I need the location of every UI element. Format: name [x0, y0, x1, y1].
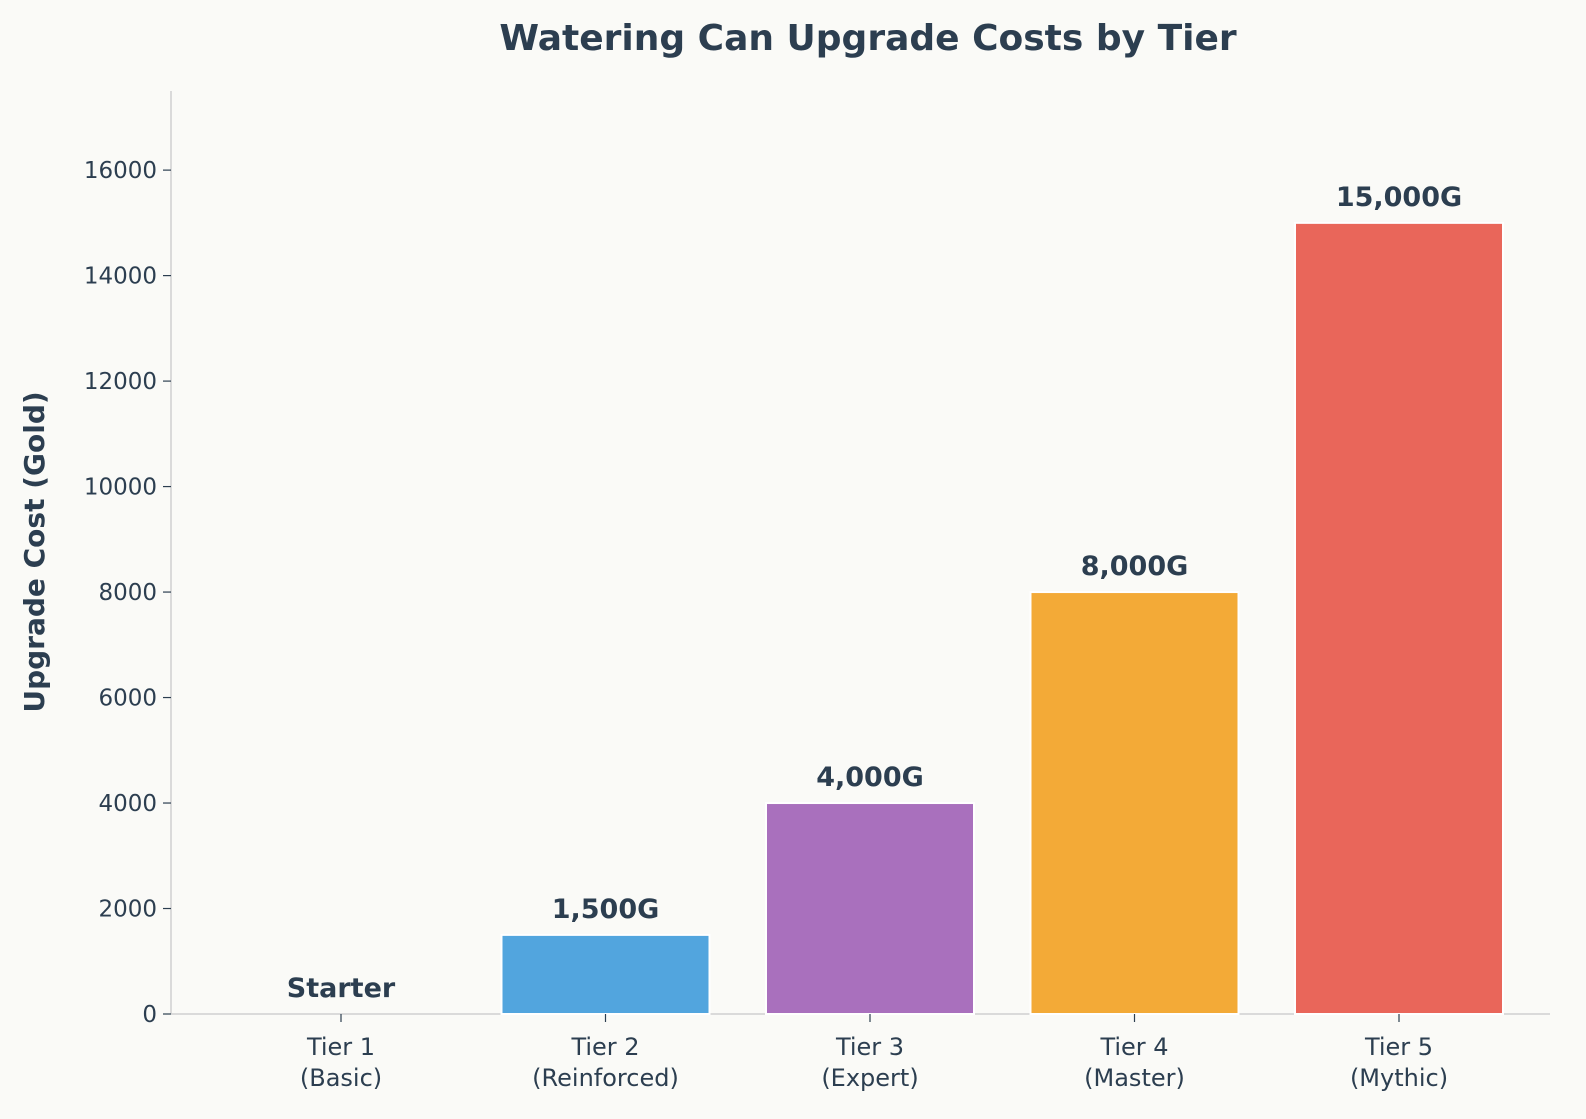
data-label: 1,500G	[552, 894, 660, 925]
data-label: 4,000G	[816, 762, 924, 793]
y-tick-label: 16000	[84, 158, 157, 184]
x-tick-label: (Mythic)	[1350, 1064, 1448, 1092]
bars	[500, 221, 1504, 1016]
y-tick-label: 12000	[84, 369, 157, 395]
data-label: 8,000G	[1081, 551, 1189, 582]
data-label: 15,000G	[1336, 182, 1462, 213]
x-tick-label: Tier 1	[306, 1033, 375, 1061]
y-tick-label: 6000	[98, 686, 157, 712]
data-labels: Starter 1,500G 4,000G 8,000G 15,000G	[287, 182, 1462, 1004]
x-tick-label: Tier 5	[1364, 1033, 1433, 1061]
y-tick-label: 10000	[84, 475, 157, 501]
x-tick-label: Tier 2	[570, 1033, 639, 1061]
x-tick-label: Tier 3	[835, 1033, 904, 1061]
y-tick-label: 0	[142, 1002, 157, 1028]
y-axis-label: Upgrade Cost (Gold)	[18, 391, 51, 712]
y-tick-label: 2000	[98, 897, 157, 923]
y-tick-label: 8000	[98, 580, 157, 606]
bar	[500, 933, 711, 1016]
x-tick-label: (Master)	[1084, 1064, 1185, 1092]
bar	[1029, 591, 1240, 1015]
x-ticks: Tier 1 (Basic) Tier 2 (Reinforced) Tier 3 (Ex…	[300, 1014, 1448, 1092]
y-tick-label: 14000	[84, 264, 157, 290]
x-tick-label: Tier 4	[1099, 1033, 1168, 1061]
data-label: Starter	[287, 973, 396, 1004]
x-tick-label: (Expert)	[821, 1064, 918, 1092]
x-tick-label: (Reinforced)	[532, 1064, 679, 1092]
y-ticks: 0 2000 4000 6000 8000 10000 12000 14000 16000	[84, 158, 171, 1028]
y-tick-label: 4000	[98, 791, 157, 817]
bar	[765, 802, 975, 1015]
bar	[1294, 221, 1504, 1016]
chart-title: Watering Can Upgrade Costs by Tier	[499, 18, 1237, 59]
x-tick-label: (Basic)	[300, 1064, 382, 1092]
